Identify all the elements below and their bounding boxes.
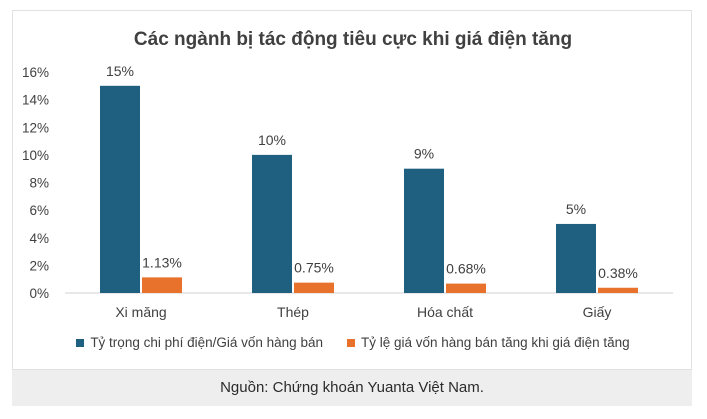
bar-series-2 [598,287,638,293]
bar-series-2 [142,277,182,293]
y-tick-label: 0% [29,286,49,301]
y-tick-label: 6% [29,203,49,218]
x-category-label: Thép [277,304,309,320]
legend-swatch-series-1 [76,338,85,347]
data-label-series-2: 0.75% [294,260,334,276]
data-label-series-1: 5% [566,201,586,217]
y-tick-label: 8% [29,176,49,191]
bar-series-2 [294,282,334,293]
bar-series-1 [100,85,140,293]
bar-series-1 [556,223,596,293]
source-note: Nguồn: Chứng khoán Yuanta Việt Nam. [12,370,692,406]
y-tick-label: 10% [22,148,49,163]
y-tick-label: 16% [22,65,49,80]
data-label-series-1: 9% [414,146,434,162]
legend-label-series-2: Tỷ lệ giá vốn hàng bán tăng khi giá điện… [360,335,630,350]
y-tick-label: 4% [29,231,49,246]
legend-label-series-1: Tỷ trọng chi phí điện/Giá vốn hàng bán [90,335,323,350]
bar-series-2 [446,283,486,293]
data-label-series-2: 1.13% [142,254,182,270]
bar-series-1 [404,168,444,293]
x-category-label: Xi măng [115,304,166,320]
x-category-label: Hóa chất [417,304,473,320]
chart-frame: Các ngành bị tác động tiêu cực khi giá đ… [12,10,692,370]
y-tick-label: 14% [22,93,49,108]
y-tick-label: 2% [29,258,49,273]
data-label-series-2: 0.38% [598,265,638,281]
x-category-label: Giấy [583,304,612,320]
legend: Tỷ trọng chi phí điện/Giá vốn hàng bán T… [13,335,693,350]
legend-swatch-series-2 [346,338,355,347]
legend-item-series-1: Tỷ trọng chi phí điện/Giá vốn hàng bán [76,335,323,350]
y-tick-label: 12% [22,120,49,135]
legend-item-series-2: Tỷ lệ giá vốn hàng bán tăng khi giá điện… [346,335,630,350]
bar-chart: 0% 2% 4% 6% 8% 10% 12% 14% 16% 15% 1.13% Xi măng 10%… [22,63,673,320]
data-label-series-2: 0.68% [446,261,486,277]
bar-series-1 [252,154,292,293]
data-label-series-1: 15% [106,63,134,79]
chart-title: Các ngành bị tác động tiêu cực khi giá đ… [133,29,573,50]
data-label-series-1: 10% [258,132,286,148]
